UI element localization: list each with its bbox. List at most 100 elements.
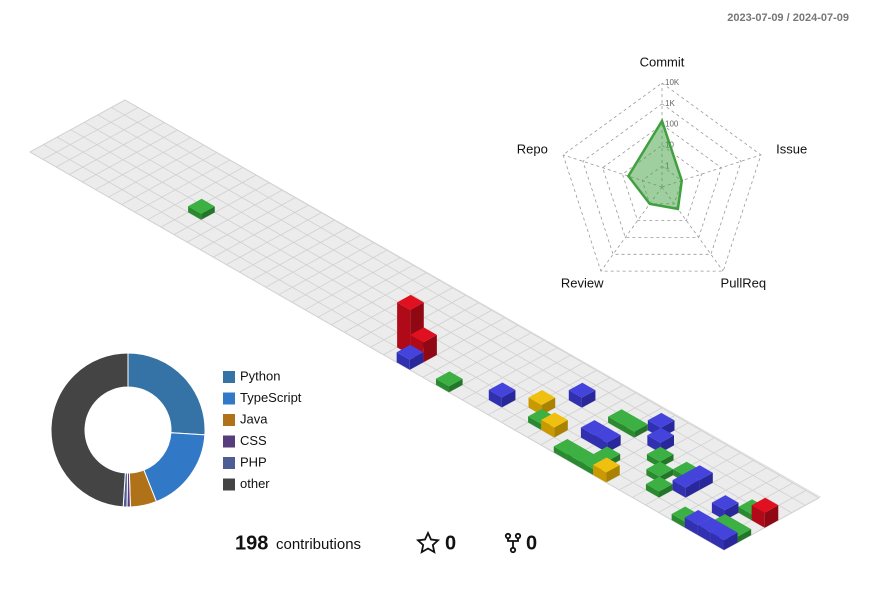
legend-swatch — [223, 457, 235, 469]
grid-line — [55, 114, 152, 168]
block-side — [409, 352, 424, 370]
block-top — [647, 412, 675, 428]
grid-line — [265, 234, 361, 288]
legend-swatch — [223, 392, 235, 405]
radar-area — [626, 117, 684, 211]
radar-axis — [562, 154, 663, 188]
grid-line — [291, 249, 388, 303]
block-top — [751, 497, 779, 513]
grid-line — [304, 257, 401, 311]
block-side — [541, 419, 555, 438]
stars-count: 0 — [445, 532, 456, 554]
block-top — [645, 476, 673, 492]
grid-line — [42, 107, 139, 160]
radar-axis-label: PullReq — [721, 276, 767, 291]
legend-swatch — [223, 414, 235, 426]
grid-line — [448, 339, 545, 393]
block-side — [647, 435, 661, 453]
grid-line — [95, 137, 191, 190]
block-top — [528, 390, 556, 405]
block-top — [435, 371, 463, 387]
block — [672, 472, 700, 498]
block-side — [606, 464, 620, 483]
contribution-calendar — [28, 99, 822, 551]
grid-line — [200, 197, 296, 250]
block — [621, 416, 648, 438]
block-top — [710, 525, 738, 540]
grid-line — [409, 317, 505, 371]
block-top — [566, 446, 594, 462]
radar-axis-label: Review — [561, 276, 604, 291]
block-top — [594, 427, 621, 443]
block-top — [410, 327, 437, 343]
grid-line — [147, 167, 244, 220]
block-top — [647, 427, 675, 443]
block — [710, 525, 738, 550]
block — [593, 457, 620, 483]
block-side — [685, 480, 700, 498]
grid-ring — [621, 144, 703, 222]
grid-line — [226, 212, 322, 265]
block-side — [501, 389, 516, 408]
grid-line — [461, 347, 558, 401]
r-tick-label: 100 — [665, 120, 679, 129]
contributions-count: 198 — [235, 532, 268, 554]
block-side — [449, 378, 463, 393]
grid-line — [29, 151, 725, 551]
block — [711, 495, 739, 521]
grid-line — [121, 152, 217, 205]
radar-axis — [661, 154, 762, 188]
block-side — [724, 502, 739, 521]
grid-line — [97, 114, 793, 514]
block-side — [659, 484, 673, 498]
legend-label: Java — [240, 411, 268, 426]
block-side — [711, 502, 725, 521]
legend-swatch — [223, 435, 235, 448]
block-top — [673, 461, 700, 477]
radar-axis-label: Repo — [517, 141, 548, 156]
block-top — [568, 382, 596, 398]
block — [645, 476, 673, 498]
block-side — [684, 517, 698, 535]
block-top — [672, 472, 700, 488]
grid-line — [134, 159, 230, 213]
block-top — [397, 294, 424, 310]
block-top — [608, 409, 635, 425]
block-side — [396, 352, 410, 370]
radar-axis — [600, 186, 663, 272]
grid-line — [317, 264, 414, 318]
block-side — [579, 461, 594, 475]
legend-label: PHP — [240, 454, 267, 469]
block-side — [554, 420, 568, 438]
period: 2023-07-09 / 2024-07-09 — [727, 12, 849, 24]
block-side — [488, 389, 502, 408]
block-side — [672, 480, 686, 498]
block-top — [711, 495, 739, 511]
block-side — [607, 435, 621, 453]
block — [435, 371, 463, 393]
grid-line — [422, 324, 519, 378]
block-top — [697, 517, 725, 533]
block-top — [646, 446, 674, 462]
block-side — [671, 513, 685, 528]
block-side — [541, 397, 556, 415]
grid-line — [69, 122, 165, 175]
block-top — [488, 382, 516, 398]
block-side — [699, 472, 713, 491]
block — [488, 382, 516, 408]
block-top — [684, 510, 712, 525]
legend-label: CSS — [240, 433, 267, 448]
block-side — [568, 390, 582, 408]
grid-line — [488, 362, 584, 416]
block-top — [646, 461, 674, 477]
block-side — [528, 397, 542, 415]
block-top — [580, 420, 608, 436]
block-side — [566, 453, 580, 468]
grid-line — [239, 219, 335, 273]
radar-axis — [661, 186, 724, 272]
block-top — [686, 465, 713, 481]
grid-line — [124, 99, 820, 499]
radar-axis-label: Commit — [640, 54, 685, 69]
block-side — [397, 302, 411, 355]
